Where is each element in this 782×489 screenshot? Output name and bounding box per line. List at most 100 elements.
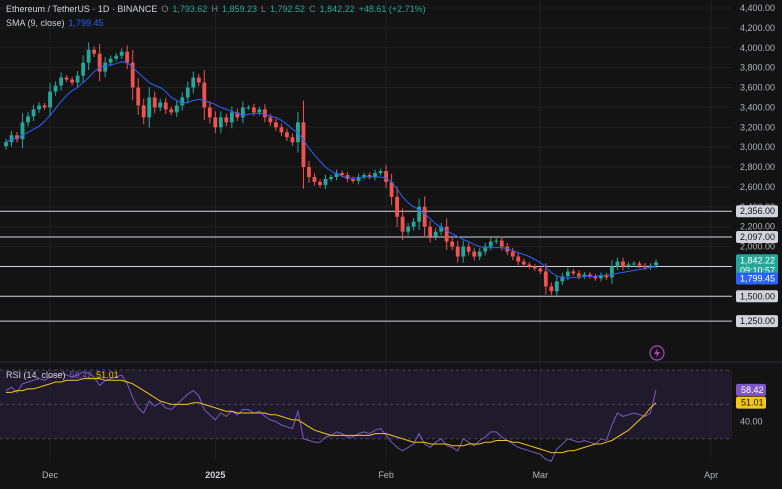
candle-body: [97, 53, 102, 72]
candle-body: [576, 273, 581, 277]
candle-body: [268, 117, 273, 123]
candle-body: [461, 246, 466, 257]
candle-body: [643, 265, 647, 268]
candle-body: [433, 231, 438, 237]
symbol-legend: Ethereum / TetherUS · 1D · BINANCE O 1,79…: [6, 4, 426, 14]
candle-body: [483, 246, 488, 252]
candle-body: [356, 177, 361, 181]
candle-body: [367, 175, 372, 177]
level-label-box: [736, 315, 778, 328]
change-value: +48.61 (+2.71%): [358, 4, 426, 14]
candle-body: [114, 55, 119, 59]
flash-icon-bolt: [654, 348, 660, 358]
candle-body: [64, 77, 69, 80]
close-label: C: [309, 4, 316, 14]
candle-body: [86, 49, 91, 63]
candle-body: [378, 171, 383, 174]
candle-body: [587, 274, 592, 277]
candle-body: [136, 87, 141, 106]
candle-body: [543, 271, 548, 287]
candle-body: [565, 271, 570, 277]
candle-body: [406, 226, 411, 232]
candle-body: [450, 241, 455, 247]
candle-body: [108, 58, 113, 63]
candle-body: [422, 206, 427, 227]
candle-body: [218, 117, 223, 128]
candle-body: [251, 107, 256, 113]
rsi-ma-badge-text: 51.01: [741, 398, 764, 408]
y-tick-label: 4,000.00: [740, 43, 775, 53]
sma-label: SMA (9, close): [6, 18, 65, 28]
low-value: 1,792.52: [270, 4, 306, 14]
rsi-tick-label: 40.00: [740, 417, 763, 427]
y-tick-label: 3,400.00: [740, 102, 775, 112]
candle-body: [510, 251, 515, 257]
level-label-text: 2,356.00: [740, 206, 775, 216]
candle-body: [615, 261, 620, 267]
candle-body: [648, 265, 653, 268]
candle-body: [174, 105, 179, 113]
candle-body: [472, 251, 477, 257]
candle-body: [604, 275, 609, 278]
candle-body: [632, 263, 636, 265]
candle-body: [312, 177, 317, 182]
candle-body: [75, 75, 80, 83]
candle-body: [92, 49, 97, 54]
candle-body: [345, 175, 350, 179]
candle-body: [582, 274, 587, 277]
candle-body: [274, 122, 278, 128]
rsi-legend[interactable]: RSI (14, close) 58.42 51.01: [6, 370, 119, 380]
candle-body: [169, 109, 174, 113]
candle-body: [455, 246, 460, 257]
level-label-text: 1,500.00: [740, 291, 775, 301]
candle-body: [158, 102, 163, 108]
candle-body: [444, 226, 449, 242]
candle-body: [610, 266, 614, 278]
candle-body: [654, 262, 658, 266]
level-label-box: [736, 205, 778, 218]
x-tick-label: Apr: [704, 470, 718, 480]
candle-body: [549, 286, 554, 292]
rsi-badge: [736, 383, 766, 396]
y-tick-label: 3,000.00: [740, 142, 775, 152]
candle-body: [395, 196, 400, 217]
candle-body: [538, 268, 543, 272]
candle-body: [494, 240, 499, 242]
candle-body: [147, 97, 152, 118]
rsi-ma-line: [6, 378, 657, 454]
high-label: H: [211, 4, 218, 14]
y-tick-label: 3,200.00: [740, 122, 775, 132]
candle-body: [417, 206, 422, 222]
level-label-text: 1,250.00: [740, 316, 775, 326]
y-tick-label: 2,800.00: [740, 162, 775, 172]
sma-legend[interactable]: SMA (9, close) 1,799.45: [6, 18, 104, 28]
y-tick-label: 2,600.00: [740, 182, 775, 192]
candle-body: [26, 116, 30, 123]
high-value: 1,859.23: [221, 4, 257, 14]
candle-body: [15, 135, 19, 140]
candle-body: [351, 178, 355, 181]
candle-body: [329, 177, 333, 179]
symbol-title[interactable]: Ethereum / TetherUS · 1D · BINANCE: [6, 4, 158, 14]
rsi-value: 58.42: [69, 370, 93, 380]
candle-body: [527, 264, 532, 267]
candle-body: [532, 266, 537, 269]
candle-body: [439, 226, 444, 232]
candle-body: [318, 181, 322, 185]
candle-body: [599, 275, 603, 279]
candle-body: [103, 62, 108, 72]
candle-body: [125, 51, 130, 63]
level-label-text: 2,097.00: [740, 232, 775, 242]
y-tick-label: 2,200.00: [740, 222, 775, 232]
candle-body: [163, 102, 168, 110]
flash-icon[interactable]: [649, 345, 665, 361]
candle-body: [224, 117, 229, 123]
candle-body: [191, 77, 196, 88]
y-tick-label: 3,800.00: [740, 63, 775, 73]
candle-body: [499, 240, 504, 247]
candle-body: [389, 181, 394, 197]
level-label-box: [736, 290, 778, 303]
x-tick-label: 2025: [205, 470, 225, 480]
